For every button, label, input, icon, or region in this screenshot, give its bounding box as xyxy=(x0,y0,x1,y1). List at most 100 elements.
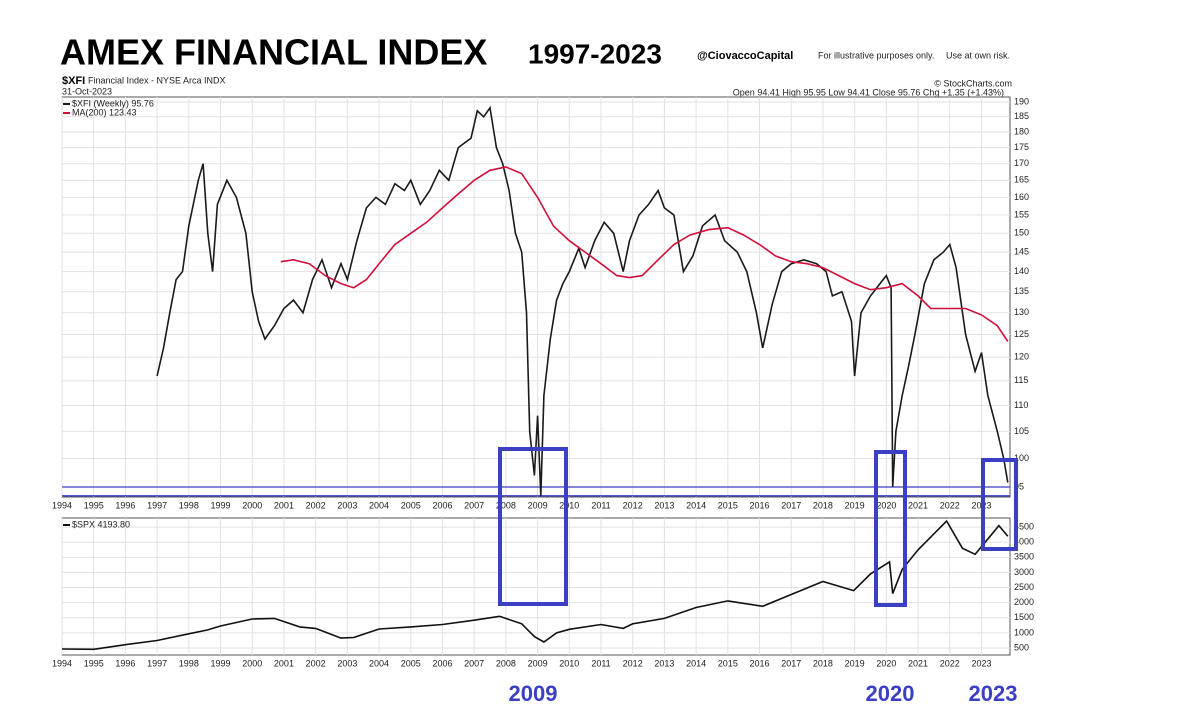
x-tick-label: 2021 xyxy=(908,658,928,668)
x-tick-label: 1997 xyxy=(147,658,167,668)
x-tick-label: 2012 xyxy=(623,500,643,510)
x-tick-label: 1996 xyxy=(115,500,135,510)
highlight-box xyxy=(498,447,568,606)
y-tick-label: 3000 xyxy=(1014,567,1034,577)
series-line xyxy=(156,105,1009,496)
x-tick-label: 1998 xyxy=(179,500,199,510)
x-tick-label: 1999 xyxy=(211,658,231,668)
y-tick-label: 160 xyxy=(1014,192,1029,202)
x-tick-label: 2009 xyxy=(528,500,548,510)
quote: Open 94.41 High 95.95 Low 94.41 Close 95… xyxy=(733,87,1004,97)
x-tick-label: 2006 xyxy=(432,500,452,510)
x-tick-label: 2010 xyxy=(559,500,579,510)
x-tick-label: 2000 xyxy=(242,500,262,510)
y-tick-label: 110 xyxy=(1014,400,1028,410)
y-tick-label: 105 xyxy=(1014,426,1029,436)
y-tick-label: 100 xyxy=(1014,453,1029,463)
x-tick-label: 2003 xyxy=(337,658,357,668)
annotation: 2023 xyxy=(969,681,1018,706)
x-tick-label: 2008 xyxy=(496,658,516,668)
x-tick-label: 2012 xyxy=(623,658,643,668)
x-tick-label: 2019 xyxy=(845,500,865,510)
x-tick-label: 2021 xyxy=(908,500,928,510)
chart-subtitle: 1997-2023 xyxy=(528,38,662,69)
x-tick-label: 1994 xyxy=(52,658,72,668)
x-tick-label: 2020 xyxy=(876,658,896,668)
x-tick-label: 2017 xyxy=(781,500,801,510)
x-tick-label: 2001 xyxy=(274,500,294,510)
x-tick-label: 2020 xyxy=(876,500,896,510)
legend-label: $XFI (Weekly) 95.76 xyxy=(72,98,154,108)
x-tick-label: 2008 xyxy=(496,500,516,510)
y-tick-label: 2500 xyxy=(1014,582,1034,592)
note: For illustrative purposes only. xyxy=(818,50,934,60)
x-tick-label: 2001 xyxy=(274,658,294,668)
y-tick-label: 180 xyxy=(1014,126,1029,136)
highlight-box xyxy=(874,450,907,607)
symbol: $XFI xyxy=(62,75,85,87)
plot-area xyxy=(61,517,1011,656)
y-tick-label: 4000 xyxy=(1014,537,1034,547)
x-tick-label: 2018 xyxy=(813,658,833,668)
annotation: 2020 xyxy=(866,681,915,706)
x-tick-label: 2009 xyxy=(528,658,548,668)
x-tick-label: 2006 xyxy=(432,658,452,668)
y-tick-label: 95 xyxy=(1014,481,1024,491)
annotation: 2009 xyxy=(509,681,558,706)
y-tick-label: 150 xyxy=(1014,228,1029,238)
x-tick-label: 1994 xyxy=(52,500,72,510)
y-tick-label: 135 xyxy=(1014,286,1029,296)
x-tick-label: 2003 xyxy=(337,500,357,510)
note: Use at own risk. xyxy=(946,50,1010,60)
y-tick-label: 170 xyxy=(1014,158,1029,168)
y-tick-label: 2000 xyxy=(1014,597,1034,607)
y-tick-label: 115 xyxy=(1014,375,1028,385)
x-tick-label: 2014 xyxy=(686,500,706,510)
y-tick-label: 165 xyxy=(1014,175,1029,185)
x-tick-label: 2007 xyxy=(464,658,484,668)
y-tick-label: 4500 xyxy=(1014,521,1034,531)
handle: @CiovaccoCapital xyxy=(697,50,793,62)
y-tick-label: 155 xyxy=(1014,209,1029,219)
source: © StockCharts.com xyxy=(934,78,1012,88)
x-tick-label: 1996 xyxy=(115,658,135,668)
plots: 1994 1995 1996 1997 1998 1999 2000 2001 2002 2003… xyxy=(52,96,1034,668)
x-tick-label: 2019 xyxy=(845,658,865,668)
x-tick-label: 1995 xyxy=(84,658,104,668)
legend-label: $SPX 4193.80 xyxy=(72,519,130,529)
x-tick-label: 2016 xyxy=(750,658,770,668)
x-tick-label: 2022 xyxy=(940,658,960,668)
x-tick-label: 2002 xyxy=(306,500,326,510)
x-tick-label: 2005 xyxy=(401,500,421,510)
legend-label: MA(200) 123.43 xyxy=(72,107,137,117)
y-tick-label: 3500 xyxy=(1014,552,1034,562)
series-line xyxy=(61,519,1009,651)
x-tick-label: 2010 xyxy=(559,658,579,668)
x-tick-label: 2015 xyxy=(718,658,738,668)
x-tick-label: 2022 xyxy=(940,500,960,510)
x-tick-label: 2023 xyxy=(971,658,991,668)
x-tick-label: 2018 xyxy=(813,500,833,510)
y-tick-label: 140 xyxy=(1014,266,1029,276)
x-tick-label: 2017 xyxy=(781,658,801,668)
y-tick-label: 145 xyxy=(1014,246,1029,256)
x-tick-label: 2011 xyxy=(591,500,610,510)
y-tick-label: 175 xyxy=(1014,142,1029,152)
highlight-box xyxy=(981,458,1018,551)
y-tick-label: 120 xyxy=(1014,352,1029,362)
x-tick-label: 1995 xyxy=(84,500,104,510)
y-tick-label: 185 xyxy=(1014,111,1029,121)
x-tick-label: 2000 xyxy=(242,658,262,668)
x-tick-label: 2015 xyxy=(718,500,738,510)
x-tick-label: 2004 xyxy=(369,658,389,668)
date: 31-Oct-2023 xyxy=(62,86,112,96)
x-tick-label: 2016 xyxy=(750,500,770,510)
x-tick-label: 2002 xyxy=(306,658,326,668)
chart-title: AMEX FINANCIAL INDEX xyxy=(60,32,487,73)
symbol-desc: Financial Index - NYSE Arca INDX xyxy=(88,75,226,85)
x-tick-label: 2005 xyxy=(401,658,421,668)
y-tick-label: 130 xyxy=(1014,307,1029,317)
x-tick-label: 2011 xyxy=(591,658,610,668)
x-tick-label: 1997 xyxy=(147,500,167,510)
